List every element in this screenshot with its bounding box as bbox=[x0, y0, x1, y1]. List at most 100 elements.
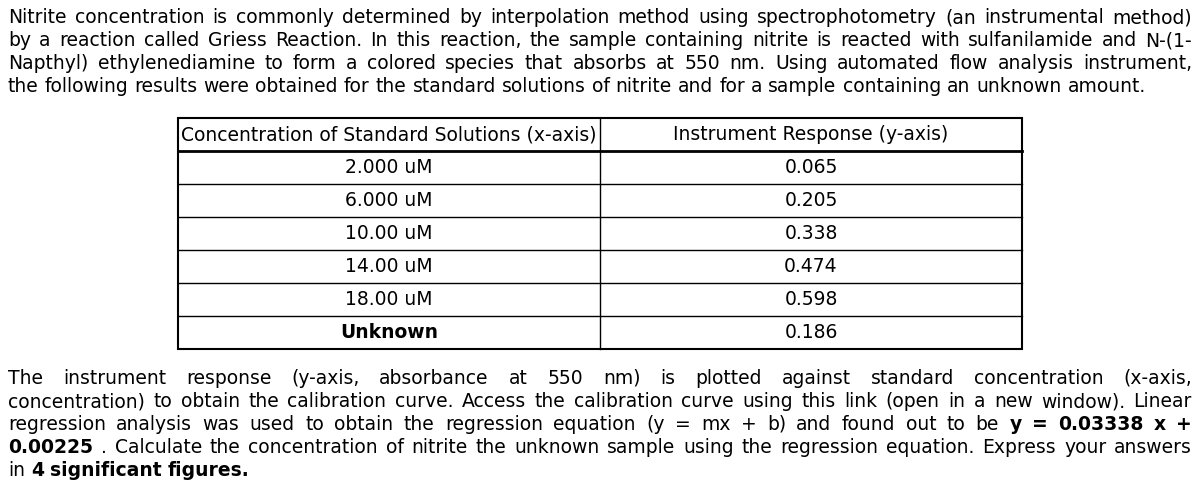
Text: by: by bbox=[8, 31, 31, 50]
Text: using: using bbox=[683, 438, 734, 457]
Text: calibration: calibration bbox=[574, 392, 673, 411]
Text: regression: regression bbox=[445, 415, 542, 434]
Text: 0.205: 0.205 bbox=[785, 191, 838, 210]
Text: 0.03338: 0.03338 bbox=[1058, 415, 1144, 434]
Text: 14.00 uM: 14.00 uM bbox=[346, 257, 433, 276]
Text: 550: 550 bbox=[547, 369, 583, 388]
Text: the: the bbox=[535, 392, 565, 411]
Text: concentration: concentration bbox=[74, 8, 204, 27]
Text: in: in bbox=[948, 392, 965, 411]
Text: response: response bbox=[186, 369, 271, 388]
Text: Griess: Griess bbox=[208, 31, 266, 50]
Text: =: = bbox=[1032, 415, 1048, 434]
Text: used: used bbox=[250, 415, 295, 434]
Text: nm.: nm. bbox=[730, 54, 766, 73]
Text: (x-axis,: (x-axis, bbox=[1123, 369, 1192, 388]
Text: curve: curve bbox=[682, 392, 734, 411]
Text: the: the bbox=[475, 438, 506, 457]
Text: curve.: curve. bbox=[395, 392, 454, 411]
Text: is: is bbox=[817, 31, 832, 50]
Text: equation.: equation. bbox=[887, 438, 974, 457]
Text: instrument,: instrument, bbox=[1082, 54, 1192, 73]
Text: Reaction.: Reaction. bbox=[275, 31, 362, 50]
Text: obtain: obtain bbox=[180, 392, 240, 411]
Text: obtain: obtain bbox=[335, 415, 394, 434]
Text: be: be bbox=[976, 415, 1000, 434]
Text: reacted: reacted bbox=[840, 31, 912, 50]
Text: N-(1-: N-(1- bbox=[1145, 31, 1192, 50]
Text: +: + bbox=[740, 415, 756, 434]
Text: instrument: instrument bbox=[62, 369, 166, 388]
Text: (y-axis,: (y-axis, bbox=[292, 369, 360, 388]
Text: of: of bbox=[385, 438, 403, 457]
Text: commonly: commonly bbox=[236, 8, 334, 27]
Text: regression: regression bbox=[780, 438, 878, 457]
Text: sample: sample bbox=[607, 438, 676, 457]
Text: was: was bbox=[203, 415, 240, 434]
Text: Using: Using bbox=[775, 54, 828, 73]
Text: regression: regression bbox=[8, 415, 106, 434]
Text: the: the bbox=[529, 31, 560, 50]
Text: Access: Access bbox=[462, 392, 526, 411]
Text: standard: standard bbox=[413, 77, 496, 96]
Bar bbox=[178, 118, 1022, 349]
Text: 0.338: 0.338 bbox=[785, 224, 838, 243]
Text: calibration: calibration bbox=[288, 392, 386, 411]
Text: nm): nm) bbox=[602, 369, 641, 388]
Text: for: for bbox=[719, 77, 745, 96]
Text: mx: mx bbox=[701, 415, 731, 434]
Text: equation: equation bbox=[553, 415, 636, 434]
Text: a: a bbox=[974, 392, 985, 411]
Text: method): method) bbox=[1112, 8, 1192, 27]
Text: using: using bbox=[743, 392, 793, 411]
Text: concentration: concentration bbox=[248, 438, 378, 457]
Text: significant: significant bbox=[50, 461, 162, 480]
Text: Calculate: Calculate bbox=[114, 438, 202, 457]
Text: obtained: obtained bbox=[256, 77, 338, 96]
Text: spectrophotometry: spectrophotometry bbox=[757, 8, 937, 27]
Text: colored: colored bbox=[367, 54, 436, 73]
Text: ethylenediamine: ethylenediamine bbox=[97, 54, 254, 73]
Text: Napthyl): Napthyl) bbox=[8, 54, 89, 73]
Text: determined: determined bbox=[342, 8, 450, 27]
Text: following: following bbox=[44, 77, 128, 96]
Text: =: = bbox=[674, 415, 690, 434]
Text: amount.: amount. bbox=[1068, 77, 1146, 96]
Text: unknown: unknown bbox=[977, 77, 1062, 96]
Text: in: in bbox=[8, 461, 25, 480]
Text: reaction,: reaction, bbox=[439, 31, 521, 50]
Text: and: and bbox=[797, 415, 832, 434]
Text: this: this bbox=[802, 392, 835, 411]
Text: 4: 4 bbox=[31, 461, 44, 480]
Text: the: the bbox=[376, 77, 407, 96]
Text: .: . bbox=[101, 438, 107, 457]
Text: at: at bbox=[509, 369, 528, 388]
Text: 2.000 uM: 2.000 uM bbox=[346, 158, 433, 177]
Text: new: new bbox=[994, 392, 1032, 411]
Text: Nitrite: Nitrite bbox=[8, 8, 66, 27]
Text: to: to bbox=[947, 415, 965, 434]
Text: x: x bbox=[1153, 415, 1166, 434]
Text: solutions: solutions bbox=[502, 77, 586, 96]
Text: the: the bbox=[742, 438, 773, 457]
Text: using: using bbox=[698, 8, 749, 27]
Text: sample: sample bbox=[569, 31, 637, 50]
Text: out: out bbox=[906, 415, 936, 434]
Text: your: your bbox=[1064, 438, 1106, 457]
Text: for: for bbox=[344, 77, 370, 96]
Text: nitrite: nitrite bbox=[752, 31, 809, 50]
Text: of: of bbox=[592, 77, 610, 96]
Text: a: a bbox=[751, 77, 762, 96]
Text: Instrument Response (y-axis): Instrument Response (y-axis) bbox=[673, 125, 949, 144]
Text: the: the bbox=[8, 77, 38, 96]
Text: 0.186: 0.186 bbox=[785, 323, 838, 342]
Text: by: by bbox=[458, 8, 482, 27]
Text: 550: 550 bbox=[684, 54, 720, 73]
Text: concentration: concentration bbox=[973, 369, 1103, 388]
Text: Unknown: Unknown bbox=[340, 323, 438, 342]
Text: results: results bbox=[134, 77, 198, 96]
Text: at: at bbox=[656, 54, 676, 73]
Text: (open: (open bbox=[886, 392, 940, 411]
Text: b): b) bbox=[767, 415, 786, 434]
Text: analysis: analysis bbox=[997, 54, 1073, 73]
